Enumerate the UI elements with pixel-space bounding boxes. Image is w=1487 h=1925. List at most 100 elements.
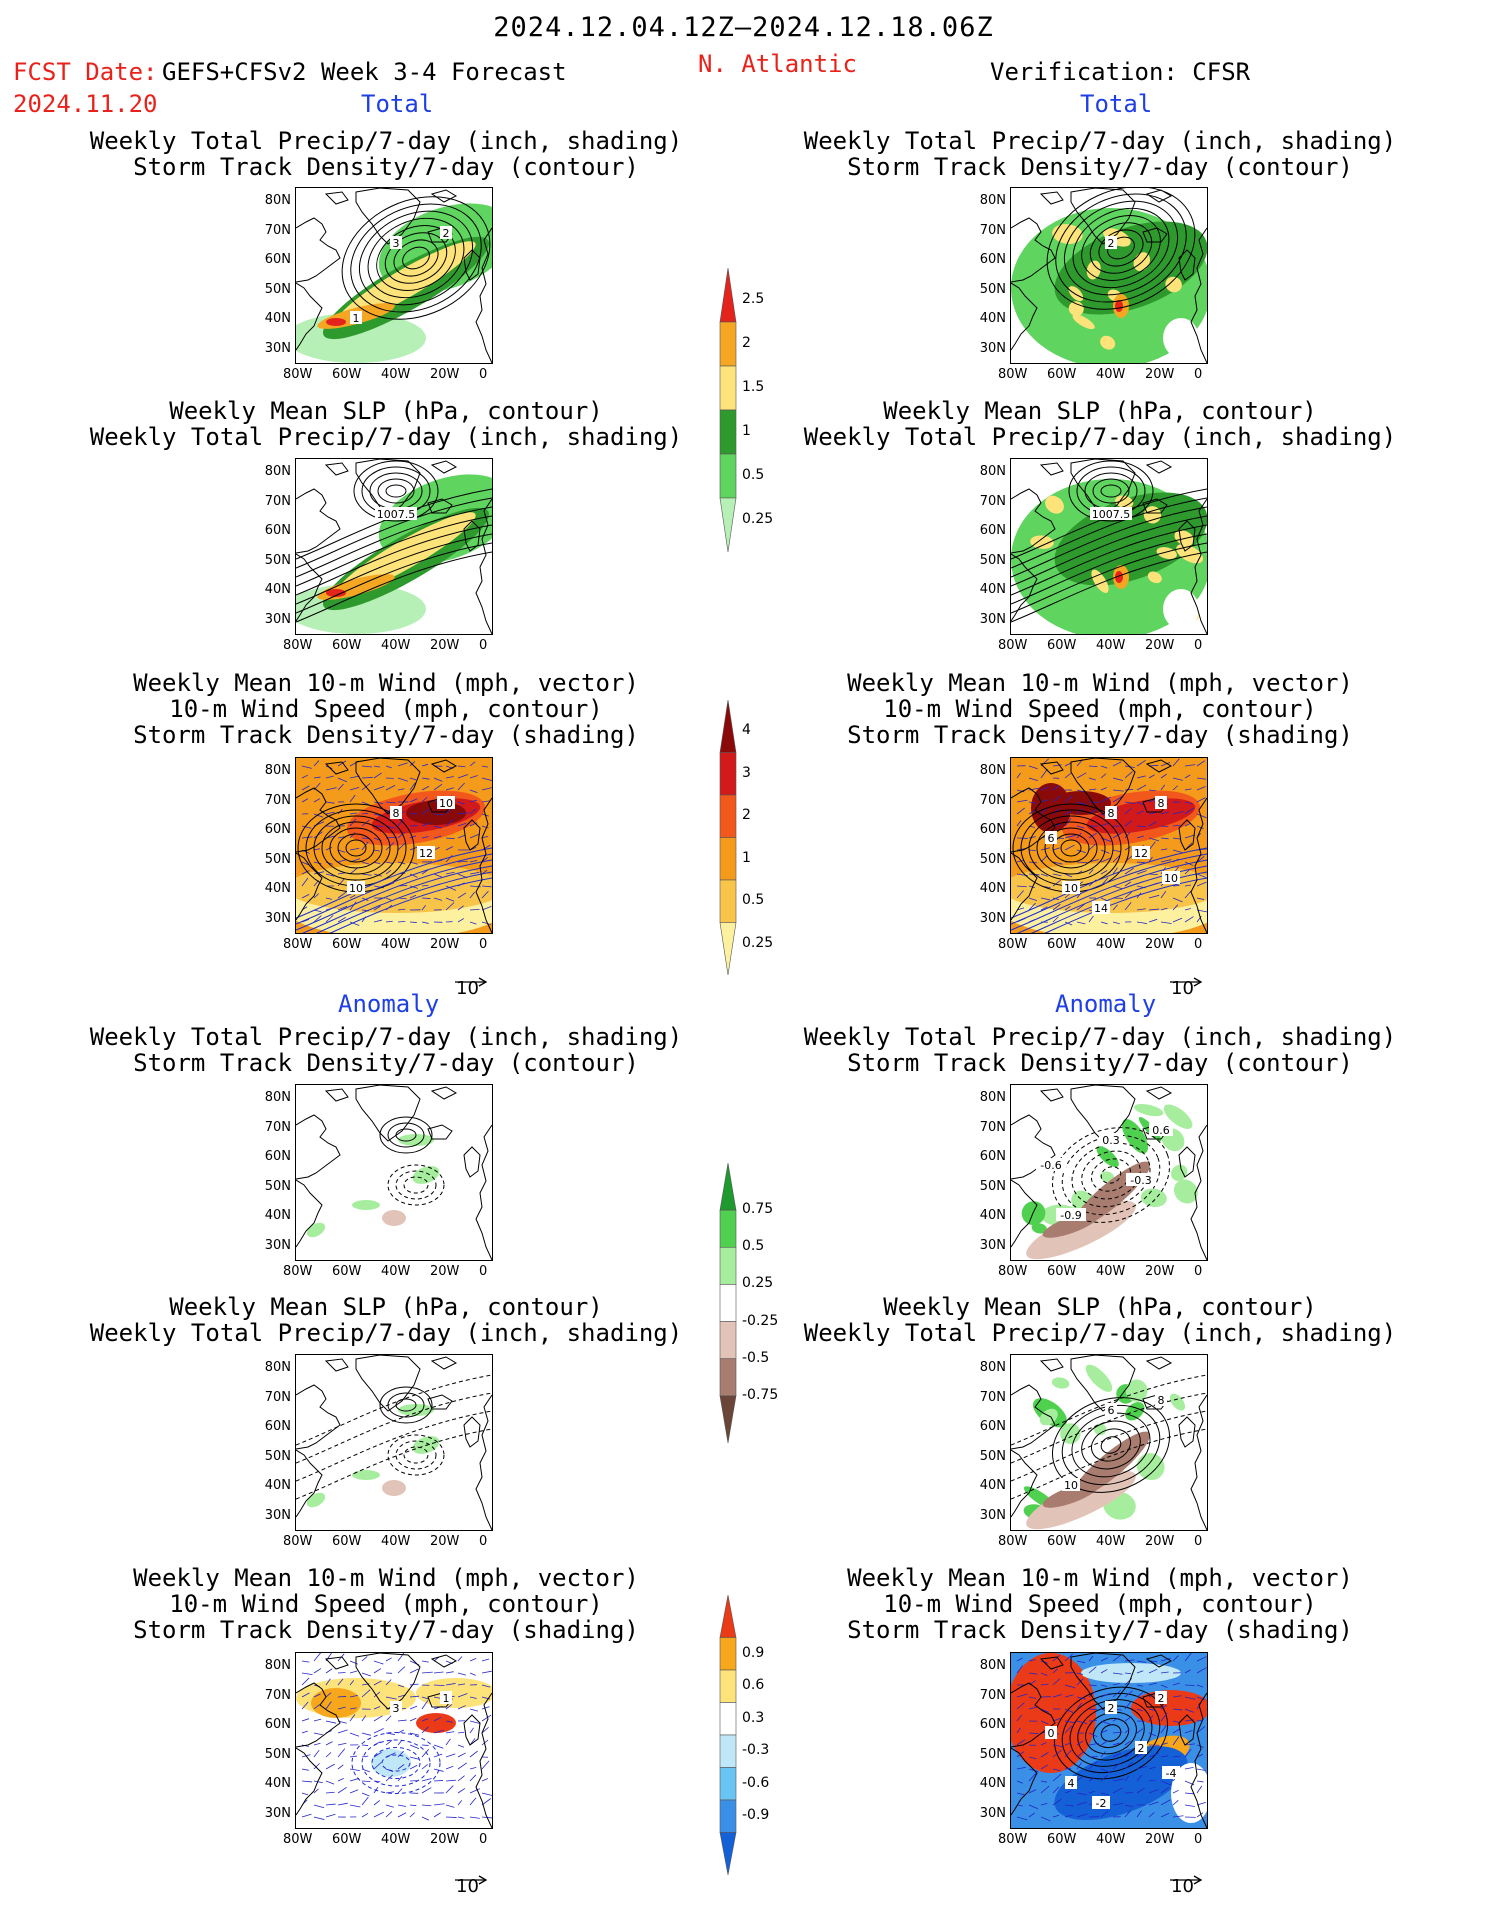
contour-line <box>361 1739 431 1787</box>
contour-line <box>371 1747 421 1779</box>
lon-tick-label: 0 <box>1194 367 1203 382</box>
verification-label: Verification: CFSR <box>990 58 1251 86</box>
lon-tick-label: 60W <box>332 367 362 382</box>
colorbar-swatch <box>719 453 737 499</box>
contour-label: 8 <box>1155 1393 1167 1407</box>
contour-line <box>301 865 492 933</box>
colorbar-tick-label: -0.3 <box>742 1742 770 1759</box>
map-plot: 6 8 10 <box>1011 1355 1207 1530</box>
svg-text:8: 8 <box>393 807 400 820</box>
colorbar-track-anom <box>719 1595 737 1875</box>
colorbar-tick-label: -0.25 <box>742 1312 779 1329</box>
lat-tick-label: 80N <box>264 1658 291 1673</box>
shading-blob <box>382 1480 406 1496</box>
shading-blob <box>1086 798 1196 834</box>
contour-line <box>296 497 492 569</box>
contour-label: 8 <box>1105 806 1117 820</box>
colorbar-tick-label: -0.5 <box>742 1349 770 1366</box>
panel-title-line: Storm Track Density/7-day (contour) <box>133 153 639 181</box>
shading-blob <box>1091 569 1109 593</box>
contour-line <box>1061 1134 1161 1216</box>
contour-label: 10 <box>437 796 455 810</box>
svg-text:8: 8 <box>1108 807 1115 820</box>
lon-tick-label: 60W <box>332 1832 362 1847</box>
lon-tick-label: 40W <box>1096 1264 1126 1279</box>
lon-tick-label: 80W <box>283 367 313 382</box>
contour-line <box>1100 1436 1122 1454</box>
contour-line <box>1061 1404 1161 1486</box>
map-plot: 2 2 4 2 0 -4 -2 <box>1011 1653 1207 1828</box>
lat-tick-label: 50N <box>979 552 1006 568</box>
shading-blob <box>1170 1393 1186 1411</box>
svg-text:-0.3: -0.3 <box>1130 1174 1151 1187</box>
panel-title: Weekly Total Precip/7-day (inch, shading… <box>770 1024 1430 1076</box>
lon-tick-label: 20W <box>430 1832 460 1847</box>
contour-label: 14 <box>1092 901 1110 915</box>
contour-line <box>1052 1397 1170 1493</box>
colorbar-swatch <box>719 1669 737 1703</box>
contour-line <box>384 232 448 284</box>
lon-tick-label: 20W <box>1145 937 1175 952</box>
shading-blob <box>1163 318 1199 358</box>
lon-tick-label: 20W <box>430 1534 460 1549</box>
lon-tick-label: 60W <box>1047 1534 1077 1549</box>
panel-title: Weekly Mean 10-m Wind (mph, vector) 10-m … <box>56 670 716 748</box>
svg-text:10: 10 <box>349 882 363 895</box>
panel-title-line: Weekly Mean 10-m Wind (mph, vector) <box>847 1564 1353 1592</box>
panel-title-line: 10-m Wind Speed (mph, contour) <box>169 1590 603 1618</box>
colorbar-precip-total <box>719 268 737 552</box>
contour-line <box>353 460 439 522</box>
colorbar-tick-label: 2 <box>742 335 751 351</box>
lat-tick-label: 70N <box>979 792 1006 808</box>
lon-tick-label: 80W <box>998 367 1028 382</box>
lat-tick-label: 40N <box>979 881 1006 896</box>
colorbar-swatch <box>719 1246 737 1285</box>
svg-text:0.6: 0.6 <box>1152 1124 1170 1137</box>
lat-tick-label: 80N <box>264 464 291 479</box>
shading-blob <box>1171 1164 1188 1181</box>
lat-tick-label: 40N <box>979 1776 1006 1791</box>
contour-line <box>1011 1392 1207 1464</box>
map-v_precip: 2 <box>1010 187 1208 364</box>
lon-tick-label: 60W <box>1047 638 1077 653</box>
panel-title-line: Storm Track Density/7-day (shading) <box>847 721 1353 749</box>
lon-tick-label: 0 <box>479 1832 488 1847</box>
shading-blob <box>1115 571 1123 583</box>
shading-blob <box>1143 506 1162 524</box>
contour-line <box>379 1386 433 1424</box>
colorbar-swatch <box>719 1799 737 1833</box>
panel-title: Weekly Mean 10-m Wind (mph, vector) 10-m … <box>770 670 1430 748</box>
contour-line <box>1011 542 1207 614</box>
contour-line <box>341 196 491 320</box>
shading-blob <box>1042 1482 1100 1508</box>
shading-blob <box>336 512 476 596</box>
contour-line <box>1052 1127 1170 1223</box>
shading-blob <box>416 1713 456 1733</box>
svg-text:10: 10 <box>1064 882 1078 895</box>
lat-tick-label: 50N <box>979 281 1006 297</box>
svg-text:3: 3 <box>393 1702 400 1715</box>
colorbar-precip-anom <box>719 1163 737 1443</box>
shading-blob <box>1068 286 1084 302</box>
contour-line <box>395 1170 437 1200</box>
contour-label: 2 <box>1155 1691 1167 1705</box>
svg-text:1: 1 <box>353 312 360 325</box>
fcst-date-label: FCST Date: <box>13 58 158 86</box>
lat-tick-label: 40N <box>979 582 1006 597</box>
map-plot: 2 <box>1011 188 1207 363</box>
lon-tick-label: 80W <box>283 1264 313 1279</box>
shading-blob <box>1054 1746 1188 1820</box>
colorbar-swatch <box>719 922 737 975</box>
shading-blob <box>1173 1179 1198 1204</box>
lon-tick-label: 0 <box>1194 937 1203 952</box>
lat-tick-label: 30N <box>979 1805 1006 1821</box>
lat-tick-label: 50N <box>979 851 1006 867</box>
contour-label: 6 <box>1045 831 1057 845</box>
contour-line <box>385 484 407 498</box>
vector-ref-arrow-icon <box>1170 1875 1203 1885</box>
vector-ref-value: 10 <box>1171 978 1194 999</box>
shading-blob <box>1026 1200 1136 1260</box>
contour-label: 1007.5 <box>1090 507 1132 521</box>
forecast-name: GEFS+CFSv2 Week 3-4 Forecast <box>162 58 567 86</box>
contour-line <box>296 506 492 578</box>
